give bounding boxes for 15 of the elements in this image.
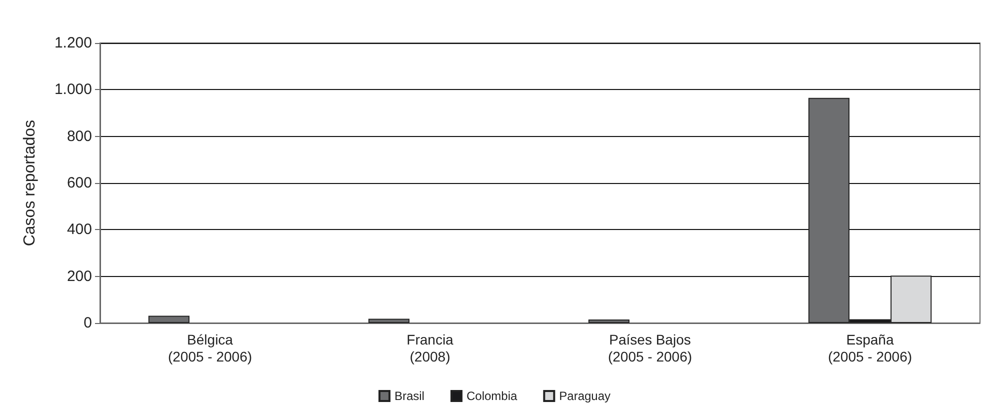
- y-tick-label: 200: [66, 268, 92, 285]
- y-tick-label: 400: [66, 221, 92, 238]
- y-tick-label: 1.200: [54, 34, 92, 52]
- legend-label: Colombia: [466, 389, 518, 403]
- x-tick-label: Bélgica (2005 - 2006): [168, 332, 252, 364]
- y-axis-title: Casos reportados: [22, 120, 38, 246]
- x-tick-label: Países Bajos (2005 - 2006): [608, 332, 692, 364]
- x-tick-label: Francia (2008): [406, 332, 454, 364]
- legend-label: Paraguay: [559, 389, 611, 403]
- y-tick-label: 0: [84, 314, 92, 332]
- y-tick-label: 1.000: [54, 81, 92, 98]
- y-tick-label: 600: [66, 174, 92, 192]
- legend-label: Brasil: [394, 389, 424, 403]
- x-tick-label: España (2005 - 2006): [828, 332, 912, 364]
- y-tick-label: 800: [66, 128, 92, 145]
